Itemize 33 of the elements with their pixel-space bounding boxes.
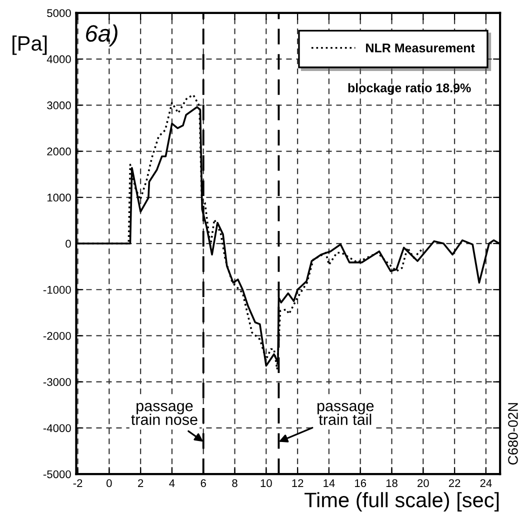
y-tick-label: -1000 [43,286,71,294]
x-tick-label: 22 [448,479,460,487]
x-tick-label: 18 [386,479,398,488]
x-tick-label: 0 [106,479,112,488]
y-axis-title: [Pa] [12,35,47,55]
annotation: blockage ratio 18.9% [348,83,471,95]
x-tick-label: 2 [138,479,144,487]
x-tick-label: 24 [480,479,492,487]
annotation: passage train tail [318,402,374,425]
x-tick-label: 10 [260,479,272,488]
x-tick-label: 14 [324,479,335,487]
y-tick-label: 0 [66,240,71,248]
x-tick-label: 16 [355,479,366,488]
x-tick-label: 6 [200,479,206,488]
x-tick-label: 12 [292,479,304,487]
y-tick-label: 3000 [47,101,71,110]
x-tick-label: 4 [169,479,175,487]
y-tick-label: -5000 [43,470,71,478]
x-axis-title: Time (full scale) [sec] [304,492,499,512]
y-tick-label: -2000 [43,332,71,340]
x-tick-label: 20 [418,479,429,488]
y-tick-label: 5000 [47,9,71,18]
x-tick-label: 8 [232,479,238,488]
legend-label: NLR Measurement [366,44,475,52]
text: C680-02N [508,403,518,465]
y-tick-label: -4000 [43,424,71,432]
annotation: 6a) [86,24,118,46]
x-tick-label: -2 [73,479,82,487]
annotation: passage train nose [131,402,198,425]
y-tick-label: 1000 [47,194,71,202]
y-tick-label: 2000 [47,148,71,156]
y-tick-label: 4000 [46,55,71,64]
y-tick-label: -3000 [43,378,71,386]
